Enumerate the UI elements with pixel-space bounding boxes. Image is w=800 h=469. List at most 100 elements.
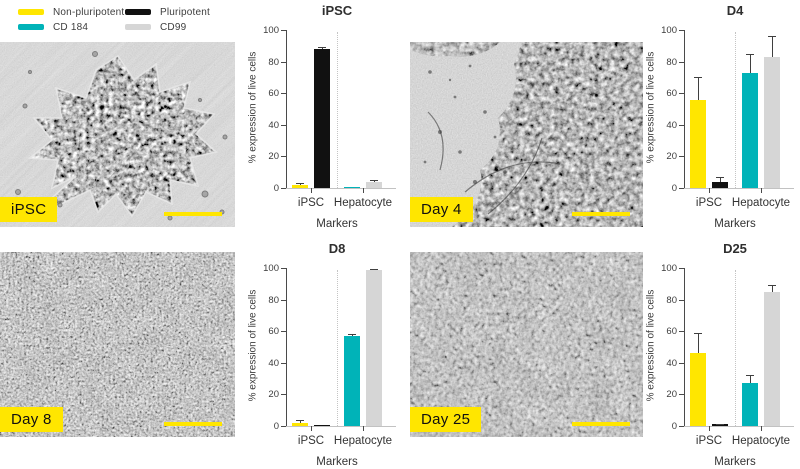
error-cap xyxy=(296,183,304,185)
x-axis-line xyxy=(286,426,396,427)
chart-d8: D8% expression of live cells 0 20 40 60 80 100… xyxy=(240,238,398,469)
y-tick-mark xyxy=(679,299,684,301)
chart-d25: D25% expression of live cells 0 20 40 60 80 10… xyxy=(638,238,796,469)
bar xyxy=(742,383,758,426)
image-label: Day 25 xyxy=(410,407,482,432)
bar xyxy=(690,353,706,426)
legend-label: Pluripotent xyxy=(160,6,211,18)
chart-title: D4 xyxy=(726,3,744,18)
micrograph-texture xyxy=(410,42,643,227)
cd184-swatch xyxy=(18,24,44,30)
x-axis-line xyxy=(684,188,794,189)
y-tick-label: 60 xyxy=(268,326,279,338)
bar xyxy=(764,57,780,188)
legend-item-cd184: CD 184 xyxy=(18,21,88,33)
y-tick-label: 100 xyxy=(263,263,279,274)
y-tick-label: 100 xyxy=(661,263,677,274)
bar xyxy=(764,292,780,426)
x-group-label: iPSC xyxy=(297,197,325,209)
bar xyxy=(742,73,758,188)
y-axis-line xyxy=(684,268,685,426)
y-tick-label: 0 xyxy=(273,183,279,194)
y-tick-label: 80 xyxy=(268,56,279,68)
non-pluripotent-swatch xyxy=(18,9,44,15)
y-axis-line xyxy=(286,268,287,426)
chart-title: D25 xyxy=(723,241,747,256)
chart-d4: D4% expression of live cells 0 20 40 60 80 100… xyxy=(638,0,796,238)
error-cap xyxy=(768,36,776,38)
error-cap xyxy=(694,77,702,79)
x-group-tick xyxy=(363,188,364,193)
x-axis-title: Markers xyxy=(714,456,756,468)
x-group-label: Hepatocyte xyxy=(731,197,791,209)
y-tick-label: 100 xyxy=(661,25,677,36)
y-tick-mark xyxy=(679,124,684,126)
y-tick-mark xyxy=(281,156,286,158)
bar xyxy=(712,424,728,426)
error-cap xyxy=(716,176,724,178)
y-tick-mark xyxy=(281,61,286,63)
micrograph-day4: Day 4 xyxy=(410,42,643,227)
y-tick-mark xyxy=(281,331,286,333)
y-tick-mark xyxy=(679,331,684,333)
chart-title: D8 xyxy=(328,241,346,256)
error-whisker xyxy=(352,333,353,336)
y-tick-label: 20 xyxy=(666,389,677,401)
x-group-tick xyxy=(363,426,364,431)
group-separator-line xyxy=(337,32,338,188)
micrograph-day25: Day 25 xyxy=(410,252,643,437)
error-whisker xyxy=(300,420,301,423)
x-group-tick xyxy=(761,188,762,193)
bar xyxy=(690,100,706,188)
y-tick-label: 80 xyxy=(666,56,677,68)
x-axis-title: Markers xyxy=(714,218,756,230)
error-whisker xyxy=(322,46,323,49)
error-cap xyxy=(716,423,724,425)
y-tick-mark xyxy=(281,268,286,269)
error-whisker xyxy=(772,36,773,57)
y-tick-mark xyxy=(679,426,684,427)
y-tick-mark xyxy=(281,188,286,189)
y-tick-mark xyxy=(679,362,684,364)
error-cap xyxy=(296,420,304,422)
y-tick-label: 100 xyxy=(263,25,279,36)
x-group-label: Hepatocyte xyxy=(731,435,791,447)
y-tick-mark xyxy=(679,30,684,31)
y-tick-label: 80 xyxy=(666,294,677,306)
micrograph-texture xyxy=(410,252,643,437)
y-tick-label: 80 xyxy=(268,294,279,306)
y-tick-mark xyxy=(679,156,684,158)
x-group-tick xyxy=(761,426,762,431)
error-whisker xyxy=(698,332,699,354)
x-group-tick xyxy=(311,188,312,193)
x-group-label: iPSC xyxy=(297,435,325,447)
error-cap xyxy=(768,285,776,287)
group-separator-line xyxy=(735,270,736,426)
x-axis-line xyxy=(286,188,396,189)
x-axis-line xyxy=(684,426,794,427)
group-separator-line xyxy=(735,32,736,188)
x-group-label: iPSC xyxy=(695,197,723,209)
x-axis-title: Markers xyxy=(316,218,358,230)
bar xyxy=(314,49,330,188)
bar xyxy=(314,425,330,426)
scale-bar xyxy=(164,212,222,216)
y-tick-label: 40 xyxy=(666,357,677,369)
bar xyxy=(366,270,382,426)
x-group-tick xyxy=(709,426,710,431)
error-whisker xyxy=(772,285,773,292)
legend-label: Non-pluripotent xyxy=(53,6,125,18)
y-axis-line xyxy=(286,30,287,188)
x-axis-title: Markers xyxy=(316,456,358,468)
micrograph-texture xyxy=(0,42,235,227)
legend-item-cd99: CD99 xyxy=(125,21,186,33)
y-tick-mark xyxy=(281,93,286,95)
micrograph-ipsc: iPSC xyxy=(0,42,235,227)
group-separator-line xyxy=(337,270,338,426)
y-tick-mark xyxy=(281,426,286,427)
y-tick-label: 0 xyxy=(671,183,677,194)
bar xyxy=(712,182,728,188)
y-tick-label: 20 xyxy=(666,151,677,163)
bar xyxy=(344,336,360,426)
